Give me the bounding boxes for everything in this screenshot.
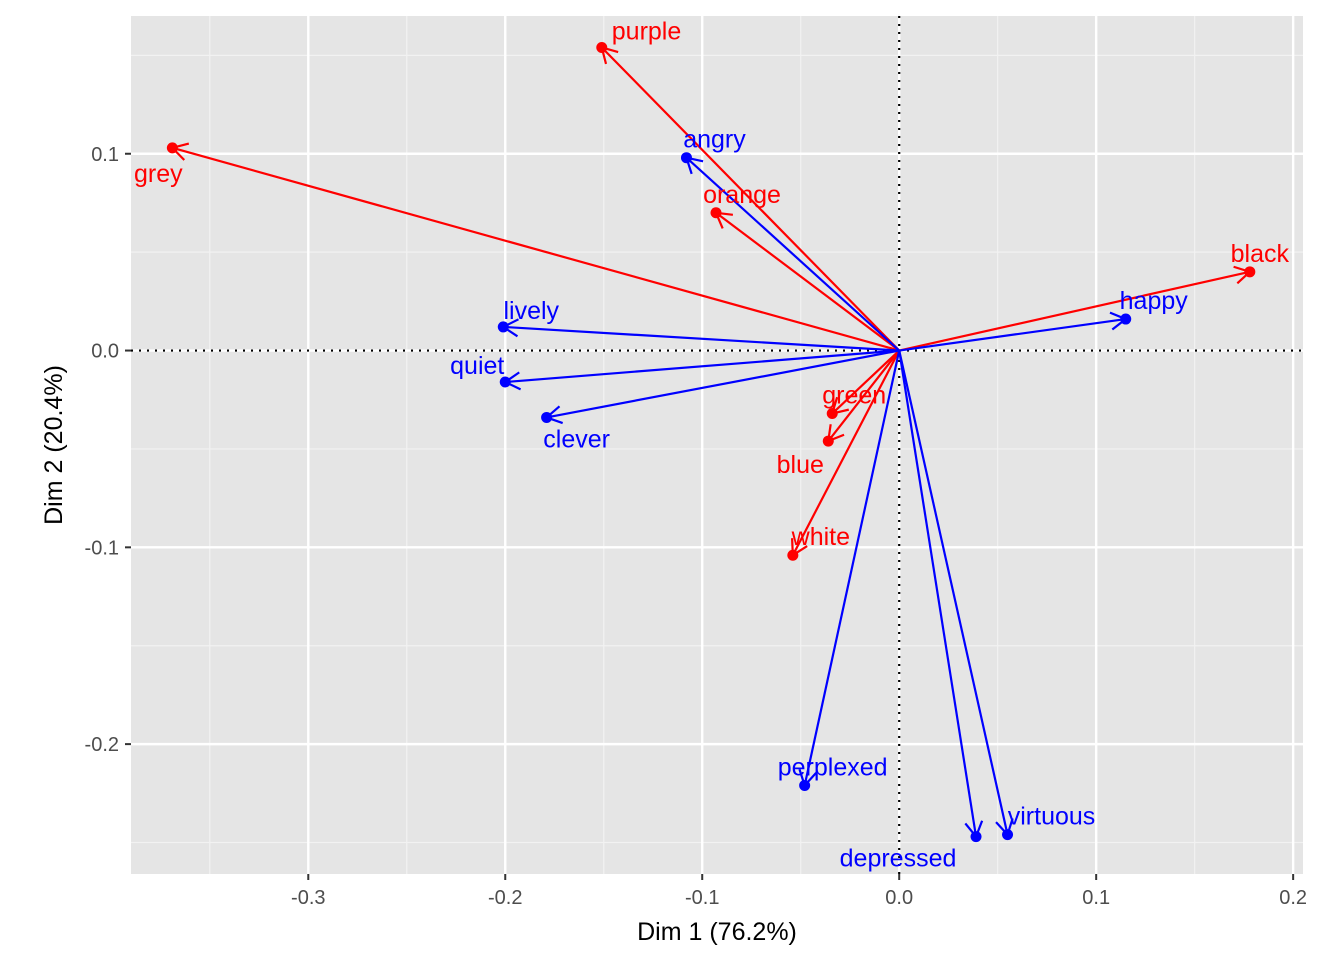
minor-gridlines: [131, 16, 1303, 874]
arrow-shaft-happy: [899, 317, 1126, 352]
point-angry: [680, 152, 692, 164]
point-label-quiet: quiet: [450, 352, 504, 380]
point-orange: [710, 207, 722, 219]
arrow-shaft-green: [831, 349, 900, 415]
x-tick-label: 0.1: [1082, 887, 1110, 909]
arrow-shaft-black: [898, 270, 1251, 352]
point-label-blue: blue: [777, 451, 824, 479]
point-label-happy: happy: [1120, 287, 1189, 315]
point-label-lively: lively: [503, 297, 559, 325]
point-blue: [822, 435, 834, 447]
point-happy: [1120, 313, 1132, 325]
arrow-shaft-grey: [172, 146, 900, 352]
arrow-shaft-depressed: [898, 350, 978, 837]
point-label-purple: purple: [612, 17, 682, 45]
arrow-shaft-perplexed: [803, 350, 901, 786]
arrow-shaft-purple: [600, 46, 900, 352]
x-axis-title: Dim 1 (76.2%): [637, 918, 797, 946]
x-axis-ticks: -0.3 -0.2 -0.1 0.0 0.1 0.2: [291, 874, 1307, 909]
origin-reference-lines: [131, 16, 1303, 874]
point-depressed: [970, 831, 982, 843]
point-clever: [541, 411, 553, 423]
point-label-green: green: [822, 382, 886, 410]
y-tick-label: 0.0: [91, 341, 119, 363]
point-label-orange: orange: [703, 181, 781, 209]
point-label-virtuous: virtuous: [1008, 803, 1096, 831]
point-label-grey: grey: [134, 160, 183, 188]
arrows-layer: [170, 45, 1252, 839]
y-axis-ticks: -0.2 -0.1 0.0 0.1: [85, 144, 131, 756]
arrow-shaft-white: [791, 350, 901, 556]
point-perplexed: [799, 779, 811, 791]
point-quiet: [499, 376, 511, 388]
point-purple: [596, 41, 608, 53]
arrow-shaft-quiet: [505, 349, 900, 384]
point-green: [826, 408, 838, 420]
x-tick-label: 0.2: [1279, 887, 1307, 909]
point-lively: [497, 321, 509, 333]
point-label-perplexed: perplexed: [778, 753, 888, 781]
point-white: [787, 549, 799, 561]
point-label-black: black: [1231, 240, 1290, 268]
plot-panel: [131, 16, 1303, 874]
arrow-shaft-lively: [503, 325, 900, 352]
y-tick-label: -0.2: [85, 734, 119, 756]
point-virtuous: [1002, 829, 1014, 841]
arrow-shaft-clever: [546, 349, 900, 419]
point-label-angry: angry: [683, 126, 746, 154]
arrow-shaft-blue: [827, 349, 901, 442]
point-label-depressed: depressed: [840, 845, 957, 873]
y-tick-label: -0.1: [85, 537, 119, 559]
x-tick-label: -0.2: [488, 887, 522, 909]
x-tick-label: 0.0: [885, 887, 913, 909]
point-label-white: white: [791, 523, 850, 551]
point-grey: [166, 142, 178, 154]
x-tick-label: -0.1: [685, 887, 719, 909]
arrow-shaft-angry: [685, 156, 900, 352]
x-tick-label: -0.3: [291, 887, 325, 909]
y-tick-label: 0.1: [91, 144, 119, 166]
point-label-clever: clever: [543, 425, 610, 453]
point-black: [1244, 266, 1256, 278]
point-labels-layer: purple grey orange black green blue white angry…: [134, 17, 1289, 872]
y-axis-title: Dim 2 (20.4%): [40, 365, 68, 525]
points-layer: [166, 41, 1256, 843]
arrow-shaft-virtuous: [898, 350, 1009, 835]
arrow-shaft-orange: [715, 211, 900, 352]
